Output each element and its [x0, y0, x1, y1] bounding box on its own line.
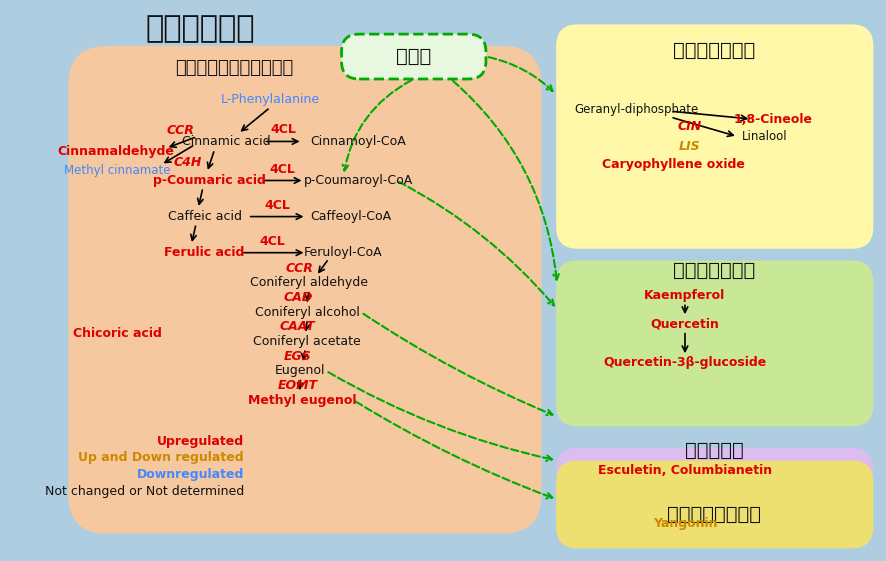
Text: Cinnamoyl-CoA: Cinnamoyl-CoA: [310, 135, 406, 148]
Text: 1,8-Cineole: 1,8-Cineole: [734, 113, 812, 126]
Text: LIS: LIS: [679, 140, 701, 153]
Text: 4CL: 4CL: [269, 163, 295, 176]
Text: Quercetin: Quercetin: [650, 318, 719, 330]
Text: EOMT: EOMT: [277, 379, 318, 392]
Text: Methyl cinnamate: Methyl cinnamate: [64, 164, 170, 177]
Text: EGS: EGS: [284, 350, 312, 362]
Text: p-Coumaric acid: p-Coumaric acid: [153, 174, 266, 187]
Text: テルペノイド類: テルペノイド類: [673, 41, 756, 60]
Text: Coniferyl aldehyde: Coniferyl aldehyde: [251, 277, 369, 289]
Text: Yangonin: Yangonin: [653, 517, 718, 531]
Text: Coniferyl acetate: Coniferyl acetate: [253, 335, 361, 348]
Text: L-Phenylalanine: L-Phenylalanine: [221, 93, 320, 106]
Text: Esculetin, Columbianetin: Esculetin, Columbianetin: [598, 464, 772, 477]
Text: 4CL: 4CL: [264, 199, 290, 213]
FancyBboxPatch shape: [341, 34, 486, 79]
Text: Caffeoyl-CoA: Caffeoyl-CoA: [311, 210, 392, 223]
Text: Eugenol: Eugenol: [275, 364, 325, 377]
Text: 二次代謝産物: 二次代謝産物: [145, 14, 255, 43]
Text: Chicoric acid: Chicoric acid: [73, 327, 161, 340]
Text: Ferulic acid: Ferulic acid: [164, 246, 245, 259]
Text: Coniferyl alcohol: Coniferyl alcohol: [255, 306, 360, 319]
Text: p-Coumaroyl-CoA: p-Coumaroyl-CoA: [304, 174, 413, 187]
Text: Downregulated: Downregulated: [136, 468, 244, 481]
Text: Caryophyllene oxide: Caryophyllene oxide: [602, 158, 745, 171]
Text: Geranyl-diphosphate: Geranyl-diphosphate: [574, 103, 698, 116]
Text: Caffeic acid: Caffeic acid: [168, 210, 242, 223]
Text: Upregulated: Upregulated: [157, 435, 244, 448]
Text: 4CL: 4CL: [270, 123, 296, 136]
Text: Kaempferol: Kaempferol: [644, 289, 726, 302]
Text: フェニルプロパノイド類: フェニルプロパノイド類: [175, 59, 293, 77]
Text: Quercetin-3β-glucoside: Quercetin-3β-glucoside: [603, 356, 766, 370]
Text: 4CL: 4CL: [260, 236, 285, 249]
Text: クマリン類: クマリン類: [685, 442, 743, 460]
Text: スチリルピロン類: スチリルピロン類: [667, 505, 761, 524]
Text: Feruloyl-CoA: Feruloyl-CoA: [304, 246, 383, 259]
Text: CCR: CCR: [285, 262, 314, 275]
Text: Linalool: Linalool: [742, 130, 788, 143]
Text: CAD: CAD: [283, 291, 312, 304]
Text: Methyl eugenol: Methyl eugenol: [248, 393, 357, 407]
FancyBboxPatch shape: [68, 46, 541, 534]
Text: Cinnamic acid: Cinnamic acid: [182, 135, 271, 148]
FancyBboxPatch shape: [556, 260, 874, 426]
Text: CAAT: CAAT: [280, 320, 315, 333]
Text: Not changed or Not determined: Not changed or Not determined: [44, 485, 244, 498]
FancyBboxPatch shape: [556, 448, 874, 534]
FancyBboxPatch shape: [556, 461, 874, 548]
FancyBboxPatch shape: [556, 24, 874, 249]
Text: CIN: CIN: [678, 120, 702, 134]
Text: 解糖系: 解糖系: [396, 47, 431, 66]
Text: Cinnamaldehyde: Cinnamaldehyde: [58, 145, 175, 158]
Text: CCR: CCR: [167, 124, 194, 137]
Text: フラボノイド類: フラボノイド類: [673, 261, 756, 280]
Text: C4H: C4H: [173, 157, 201, 169]
Text: Up and Down regulated: Up and Down regulated: [78, 451, 244, 464]
